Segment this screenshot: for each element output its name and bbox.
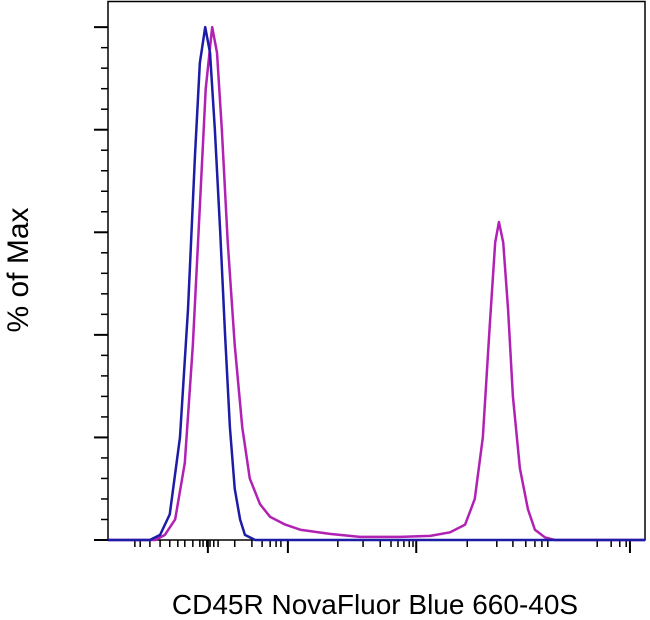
y-axis-label: % of Max	[2, 207, 35, 332]
x-axis-label: CD45R NovaFluor Blue 660-40S	[172, 589, 578, 620]
histogram-line	[108, 25, 645, 542]
histogram-line	[108, 25, 645, 542]
